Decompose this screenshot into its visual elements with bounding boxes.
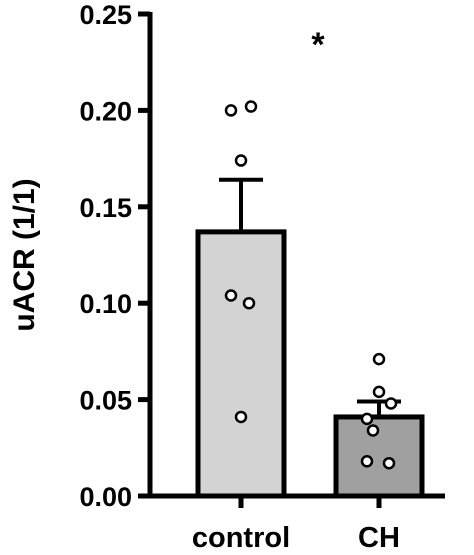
y-tick-label: 0.00	[79, 482, 132, 512]
bar-control	[195, 229, 287, 499]
y-tick-label: 0.05	[79, 386, 132, 416]
data-point	[224, 289, 238, 302]
data-points	[224, 100, 398, 470]
x-tick-labels: control CH	[192, 496, 400, 554]
bars	[195, 229, 425, 499]
data-point	[234, 410, 248, 424]
y-axis-label: uACR (1/1)	[8, 178, 41, 331]
data-point	[242, 296, 256, 310]
x-tick-label: control	[192, 522, 290, 554]
significance-marker: *	[311, 26, 325, 64]
y-tick-label: 0.25	[79, 0, 132, 30]
data-point	[360, 455, 374, 468]
data-point	[244, 100, 258, 113]
y-tick-label: 0.10	[79, 289, 132, 319]
x-tick-label: CH	[358, 522, 400, 554]
data-point	[372, 352, 386, 366]
y-tick-label: 0.15	[79, 193, 132, 223]
data-point	[372, 385, 386, 399]
y-ticks: 0.00 0.05 0.10 0.15 0.20 0.25	[79, 0, 150, 512]
data-point	[234, 154, 248, 167]
data-point	[384, 397, 398, 410]
y-tick-label: 0.20	[79, 96, 132, 126]
data-point	[224, 104, 238, 117]
data-point	[366, 424, 380, 437]
data-point	[360, 412, 374, 426]
data-point	[382, 456, 396, 470]
